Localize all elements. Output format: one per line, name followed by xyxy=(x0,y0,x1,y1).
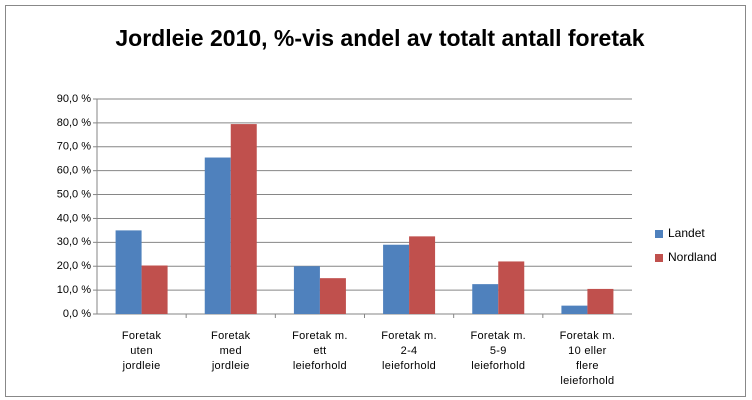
bar xyxy=(383,244,410,314)
bar xyxy=(498,261,525,314)
y-tick-label: 0,0 % xyxy=(63,308,91,320)
bar xyxy=(141,265,168,314)
y-tick-label: 50,0 % xyxy=(57,188,91,200)
legend-swatch xyxy=(655,254,663,262)
y-tick-label: 20,0 % xyxy=(57,260,91,272)
bar xyxy=(319,278,346,314)
y-tick-label: 90,0 % xyxy=(57,93,91,105)
legend-swatch xyxy=(655,230,663,238)
x-tick-label: Foretak m. 10 eller flere leieforhold xyxy=(559,330,616,387)
x-tick-label: Foretak m. 2-4 leieforhold xyxy=(381,330,437,372)
chart-frame xyxy=(5,5,746,397)
y-tick-label: 70,0 % xyxy=(57,141,91,153)
bar xyxy=(204,157,231,314)
legend-label: Nordland xyxy=(668,250,717,264)
chart-title: Jordleie 2010, %-vis andel av totalt ant… xyxy=(115,25,645,51)
bar xyxy=(230,124,257,314)
bar xyxy=(561,305,588,314)
x-tick-label: Foretak m. ett leieforhold xyxy=(292,330,348,372)
bar xyxy=(587,288,614,314)
x-tick-label: Foretak uten jordleie xyxy=(121,330,162,372)
y-tick-label: 30,0 % xyxy=(57,236,91,248)
bar xyxy=(293,266,320,314)
bar xyxy=(472,284,499,314)
legend-label: Landet xyxy=(668,226,705,240)
x-tick-label: Foretak m. 5-9 leieforhold xyxy=(470,330,527,372)
bar xyxy=(409,236,436,314)
y-tick-label: 80,0 % xyxy=(57,117,91,129)
y-tick-label: 10,0 % xyxy=(57,284,91,296)
bar xyxy=(115,230,142,314)
y-tick-label: 40,0 % xyxy=(57,212,91,224)
x-tick-label: Foretak med jordleie xyxy=(211,330,251,372)
y-tick-label: 60,0 % xyxy=(57,165,91,177)
